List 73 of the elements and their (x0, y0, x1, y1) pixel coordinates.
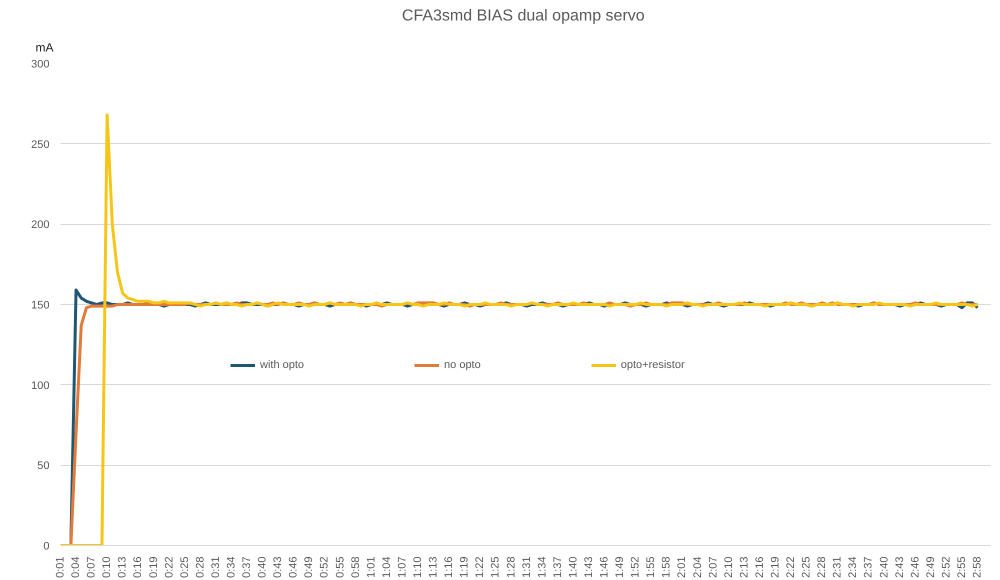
chart-title: CFA3smd BIAS dual opamp servo (402, 8, 645, 24)
x-tick-label: 0:31 (210, 556, 222, 578)
x-tick-label: 2:49 (924, 556, 937, 578)
y-tick-label: 100 (31, 380, 50, 392)
x-tick-label: 2:10 (722, 556, 735, 578)
x-tick-label: 1:46 (598, 556, 611, 578)
x-tick-label: 1:55 (645, 556, 658, 578)
x-tick-label: 2:52 (940, 556, 952, 578)
x-tick-label: 0:46 (288, 556, 300, 578)
legend-label: with opto (260, 359, 304, 371)
x-tick-label: 2:19 (769, 556, 782, 578)
x-tick-label: 2:37 (862, 556, 875, 578)
x-tick-label: 2:40 (878, 556, 890, 578)
x-tick-label: 1:25 (490, 556, 502, 578)
x-tick-label: 0:22 (163, 556, 176, 578)
legend-label: opto+resistor (620, 359, 685, 371)
x-tick-label: 1:22 (474, 556, 486, 578)
x-tick-label: 0:01 (54, 556, 66, 578)
x-tick-label: 0:10 (101, 556, 114, 578)
x-tick-label: 2:22 (785, 556, 798, 578)
x-tick-label: 2:43 (894, 556, 906, 578)
x-tick-label: 2:16 (754, 556, 766, 578)
y-tick-label: 300 (31, 58, 50, 70)
x-tick-label: 1:43 (582, 556, 595, 578)
y-tick-label: 200 (31, 219, 50, 232)
x-tick-label: 2:01 (676, 556, 688, 578)
x-tick-label: 2:04 (692, 556, 704, 578)
x-tick-label: 2:55 (956, 556, 968, 578)
x-tick-label: 1:13 (428, 556, 440, 578)
x-tick-label: 0:34 (225, 556, 238, 578)
x-tick-label: 2:07 (707, 556, 720, 578)
x-tick-label: 0:07 (86, 556, 98, 578)
x-tick-label: 1:31 (520, 556, 533, 578)
x-tick-label: 2:34 (847, 556, 860, 578)
x-tick-label: 0:16 (132, 556, 144, 578)
x-tick-label: 1:52 (630, 556, 642, 578)
x-tick-label: 0:43 (272, 556, 284, 578)
x-tick-label: 1:04 (380, 556, 393, 578)
line-series (60, 113, 980, 546)
y-tick-label: 250 (31, 138, 50, 151)
x-tick-label: 0:55 (334, 556, 346, 578)
x-tick-label: 2:25 (800, 556, 813, 578)
x-tick-label: 0:40 (256, 556, 269, 578)
legend-label: no opto (444, 359, 481, 371)
x-tick-label: 2:31 (832, 556, 844, 578)
x-tick-label: 0:28 (194, 556, 206, 578)
x-tick-label: 1:49 (614, 556, 626, 578)
x-tick-label: 1:16 (443, 556, 456, 578)
x-tick-label: 1:37 (552, 556, 564, 578)
x-tick-label: 1:58 (660, 556, 673, 578)
x-tick-label: 1:19 (458, 556, 471, 578)
x-tick-label: 2:58 (972, 556, 984, 578)
x-tick-label: 2:13 (738, 556, 750, 578)
y-axis-title: mA (36, 40, 54, 54)
x-tick-label: 0:19 (148, 556, 160, 578)
x-tick-label: 0:25 (178, 556, 191, 578)
y-tick-label: 150 (31, 300, 50, 312)
x-tick-label: 1:01 (365, 556, 378, 578)
x-tick-label: 0:13 (116, 556, 129, 578)
x-tick-label: 0:37 (241, 556, 254, 578)
x-tick-label: 0:52 (318, 556, 331, 578)
x-tick-label: 1:10 (412, 556, 424, 578)
x-tick-label: 2:28 (816, 556, 828, 578)
x-tick-label: 0:58 (350, 556, 362, 578)
y-tick-label: 0 (43, 540, 50, 552)
y-tick-label: 50 (37, 460, 50, 472)
x-tick-label: 0:04 (70, 556, 82, 578)
x-tick-label: 1:28 (505, 556, 518, 578)
x-tick-label: 1:34 (536, 556, 548, 578)
x-tick-label: 1:07 (396, 556, 408, 578)
x-tick-label: 2:46 (909, 556, 922, 578)
x-tick-label: 1:40 (567, 556, 580, 578)
x-tick-label: 0:49 (303, 556, 316, 578)
